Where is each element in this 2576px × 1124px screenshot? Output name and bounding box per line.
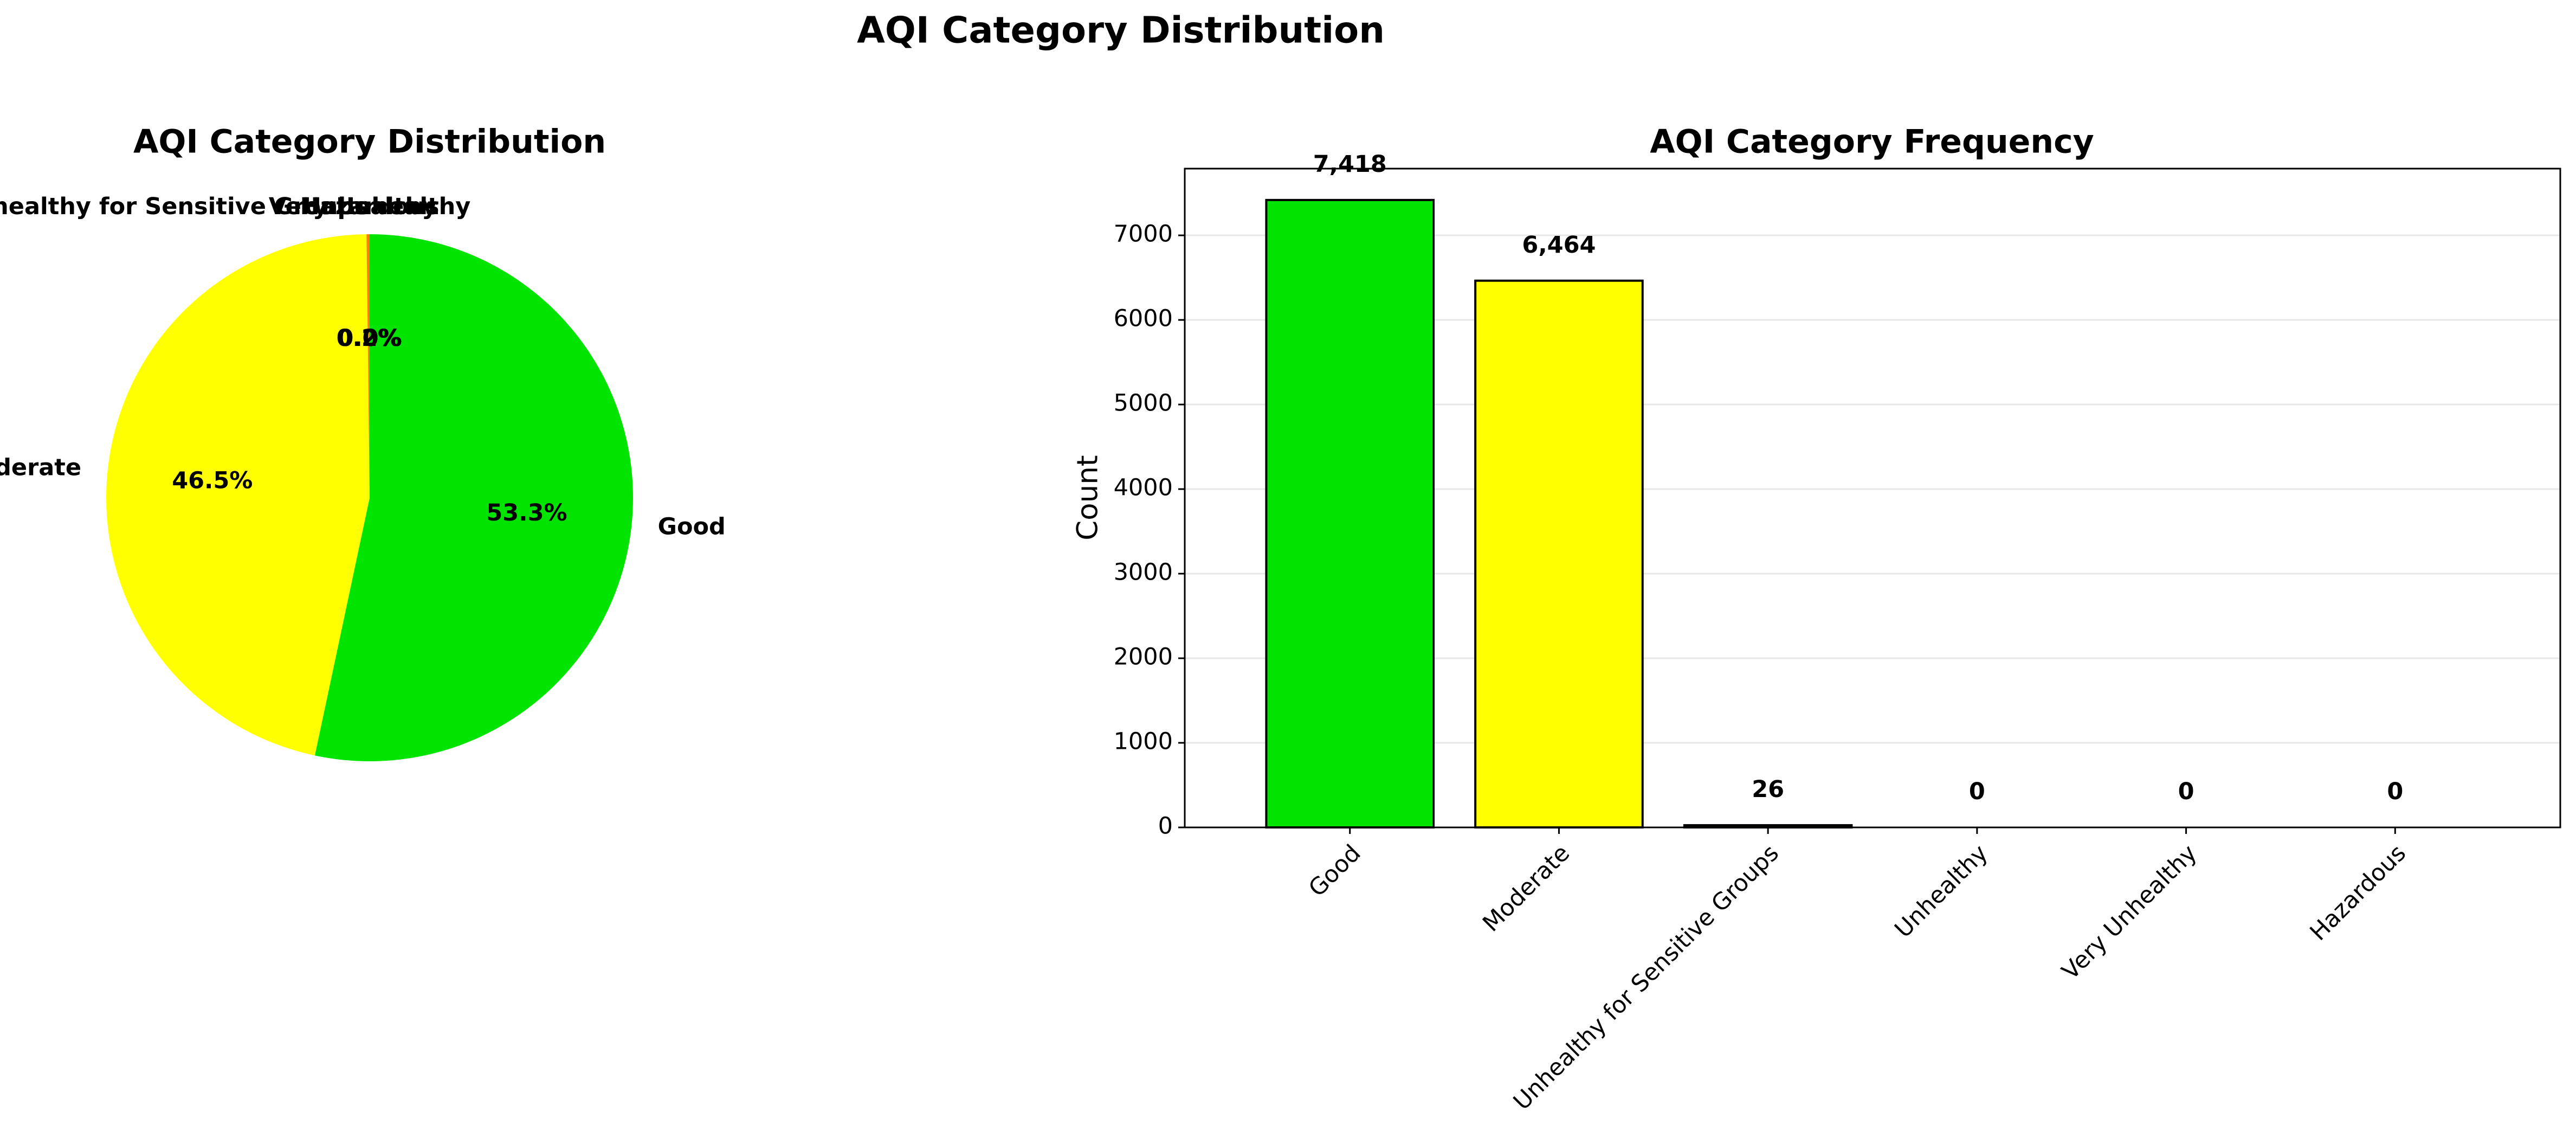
y-tick-label: 0 xyxy=(1158,813,1173,840)
pie-percent-hazardous: 0.0% xyxy=(337,325,402,352)
bar-value-label-unhealthy-for-sensitive-groups: 26 xyxy=(1752,776,1784,803)
pie-percent-unhealthy-for-sensitive-groups: 0.2% xyxy=(337,325,401,352)
y-tick-label: 6000 xyxy=(1114,305,1173,332)
bar-value-label-hazardous: 0 xyxy=(2387,778,2403,805)
bar-value-label-good: 7,418 xyxy=(1313,151,1387,178)
y-tick-label: 3000 xyxy=(1114,559,1173,586)
bar-moderate xyxy=(1474,279,1644,828)
pie-percent-good: 53.3% xyxy=(486,499,567,526)
y-axis-label: Count xyxy=(1071,455,1105,540)
pie-percent-unhealthy: 0.0% xyxy=(337,325,402,352)
pie-percent-very-unhealthy: 0.0% xyxy=(337,325,402,352)
pie-slice-unhealthy-for-sensitive-groups xyxy=(366,234,370,498)
pie-chart: AQI Category Distribution Good 53.3% Moder… xyxy=(0,123,726,761)
pie-texts: Good 53.3% Moderate 46.5% Unhealthy for Sens… xyxy=(0,193,726,541)
figure-title: AQI Category Distribution xyxy=(857,9,1385,52)
x-tick-label-good: Good xyxy=(1303,839,1366,902)
y-tick-label: 2000 xyxy=(1114,644,1173,671)
bar-value-label-unhealthy: 0 xyxy=(1969,778,1985,805)
bar-value-label-moderate: 6,464 xyxy=(1522,232,1596,259)
y-tick-label: 1000 xyxy=(1114,728,1173,755)
x-tick-label-hazardous: Hazardous xyxy=(2305,839,2411,946)
pie-slice-good xyxy=(314,234,634,761)
bars xyxy=(1265,198,1853,828)
bar-good xyxy=(1265,198,1435,828)
bar-value-label-very-unhealthy: 0 xyxy=(2178,778,2194,805)
bar-chart: AQI Category Frequency 0 1000 2000 3000 4000… xyxy=(1071,123,2561,1115)
pie-chart-title: AQI Category Distribution xyxy=(133,123,606,161)
y-tick-label: 4000 xyxy=(1114,474,1173,502)
pie-label-moderate: Moderate xyxy=(0,454,81,481)
pie-label-unhealthy-for-sensitive-groups: Unhealthy for Sensitive Groups xyxy=(0,193,368,220)
bar-axes-frame xyxy=(1184,168,2561,828)
y-tick-label: 7000 xyxy=(1114,221,1173,248)
pie-label-very-unhealthy: Very Unhealthy xyxy=(269,193,471,220)
pie-label-good: Good xyxy=(658,513,726,540)
pie-wedges xyxy=(106,234,634,761)
pie-label-unhealthy: Unhealthy xyxy=(302,193,437,220)
x-tick-label-unhealthy: Unhealthy xyxy=(1890,839,1993,943)
pie-slice-moderate xyxy=(106,234,370,756)
pie-percent-moderate: 46.5% xyxy=(172,467,253,494)
x-tick-label-moderate: Moderate xyxy=(1477,839,1575,937)
bar-chart-title: AQI Category Frequency xyxy=(1650,123,2094,161)
x-tick-label-very-unhealthy: Very Unhealthy xyxy=(2057,839,2202,985)
pie-label-hazardous: Hazardous xyxy=(300,193,440,220)
y-tick-label: 5000 xyxy=(1114,390,1173,417)
bar-value-labels: 7,418 6,464 26 0 0 0 xyxy=(1313,151,2404,805)
y-axis: 0 1000 2000 3000 4000 5000 6000 7000 xyxy=(1114,221,1185,840)
